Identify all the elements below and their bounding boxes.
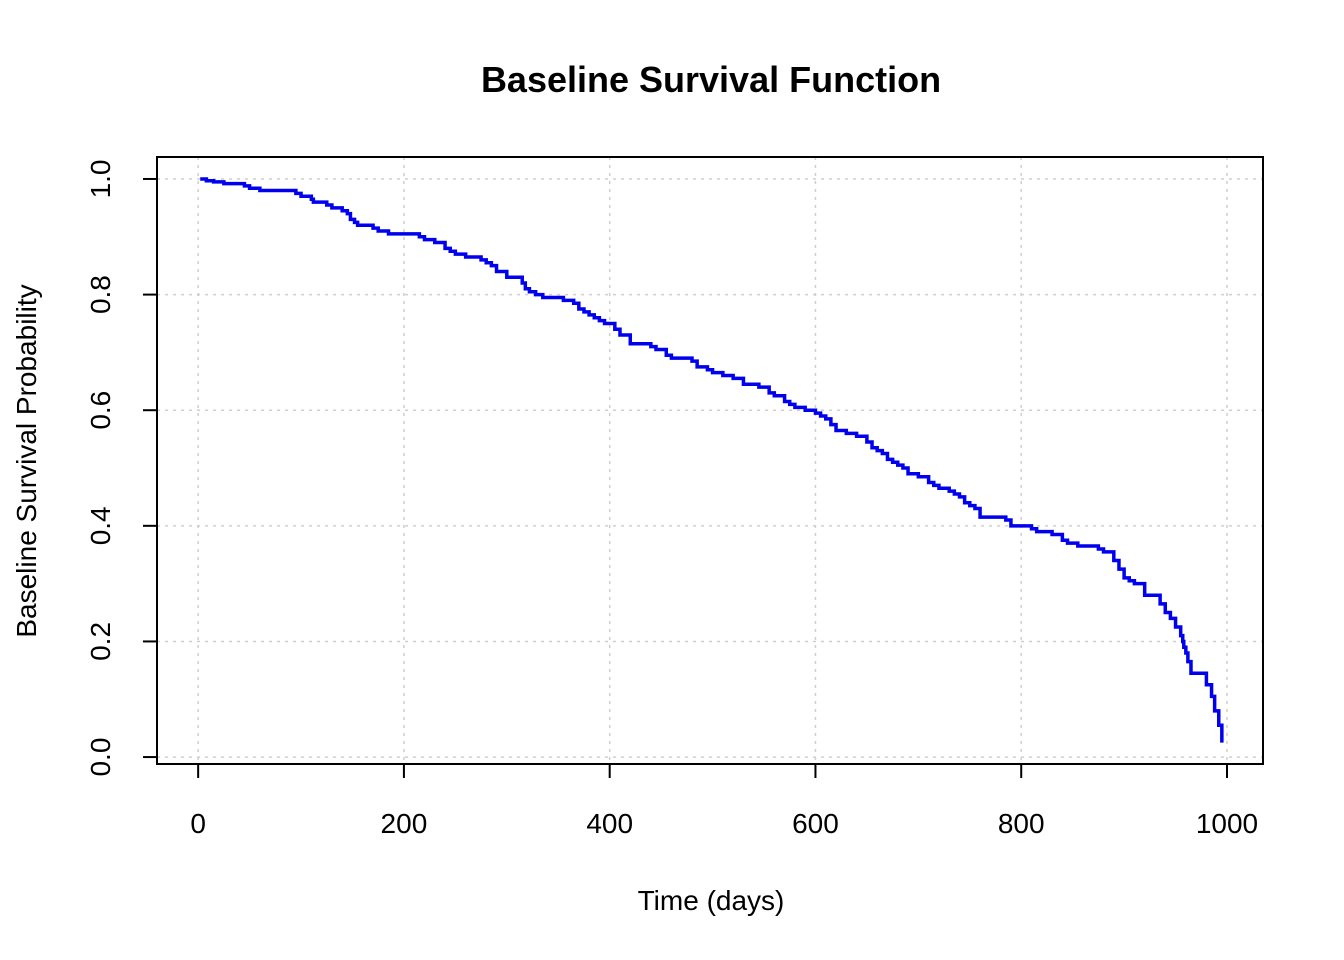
x-tick-label: 800 bbox=[998, 808, 1045, 839]
grid-lines bbox=[157, 157, 1263, 764]
y-tick-label: 0.0 bbox=[85, 738, 116, 777]
x-axis-label: Time (days) bbox=[638, 885, 785, 916]
x-tick-label: 600 bbox=[792, 808, 839, 839]
x-tick-label: 200 bbox=[381, 808, 428, 839]
y-tick-label: 1.0 bbox=[85, 159, 116, 198]
y-tick-label: 0.2 bbox=[85, 622, 116, 661]
y-tick-label: 0.6 bbox=[85, 391, 116, 430]
y-axis-label: Baseline Survival Probability bbox=[11, 284, 42, 637]
plot-frame bbox=[156, 156, 1264, 765]
y-tick-label: 0.8 bbox=[85, 275, 116, 314]
x-axis: 0 200 400 600 800 1000 bbox=[190, 764, 1258, 839]
y-axis: 0.0 0.2 0.4 0.6 0.8 1.0 bbox=[85, 159, 157, 777]
chart-title: Baseline Survival Function bbox=[481, 59, 941, 100]
x-tick-label: 400 bbox=[586, 808, 633, 839]
survival-curve bbox=[200, 177, 1224, 743]
x-tick-label: 1000 bbox=[1196, 808, 1258, 839]
x-tick-label: 0 bbox=[190, 808, 206, 839]
y-tick-label: 0.4 bbox=[85, 506, 116, 545]
